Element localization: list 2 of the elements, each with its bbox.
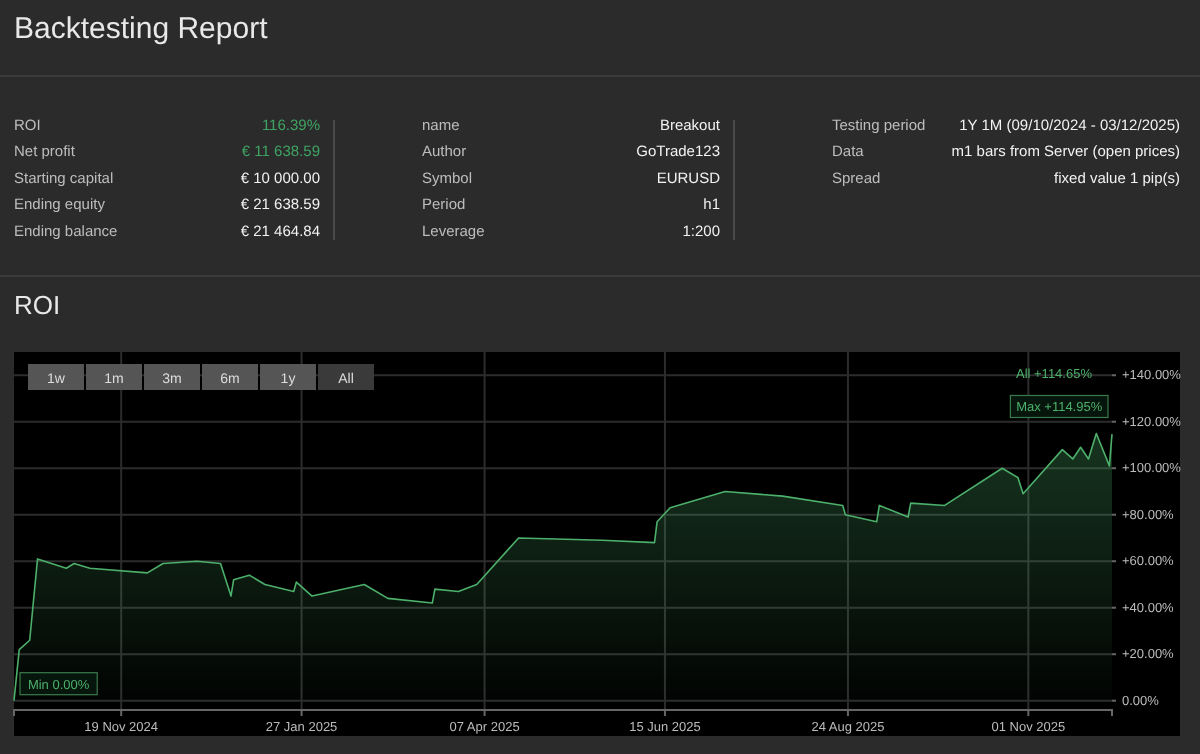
chart-title: ROI [14,290,61,320]
text: Backtesting Report [14,12,270,46]
